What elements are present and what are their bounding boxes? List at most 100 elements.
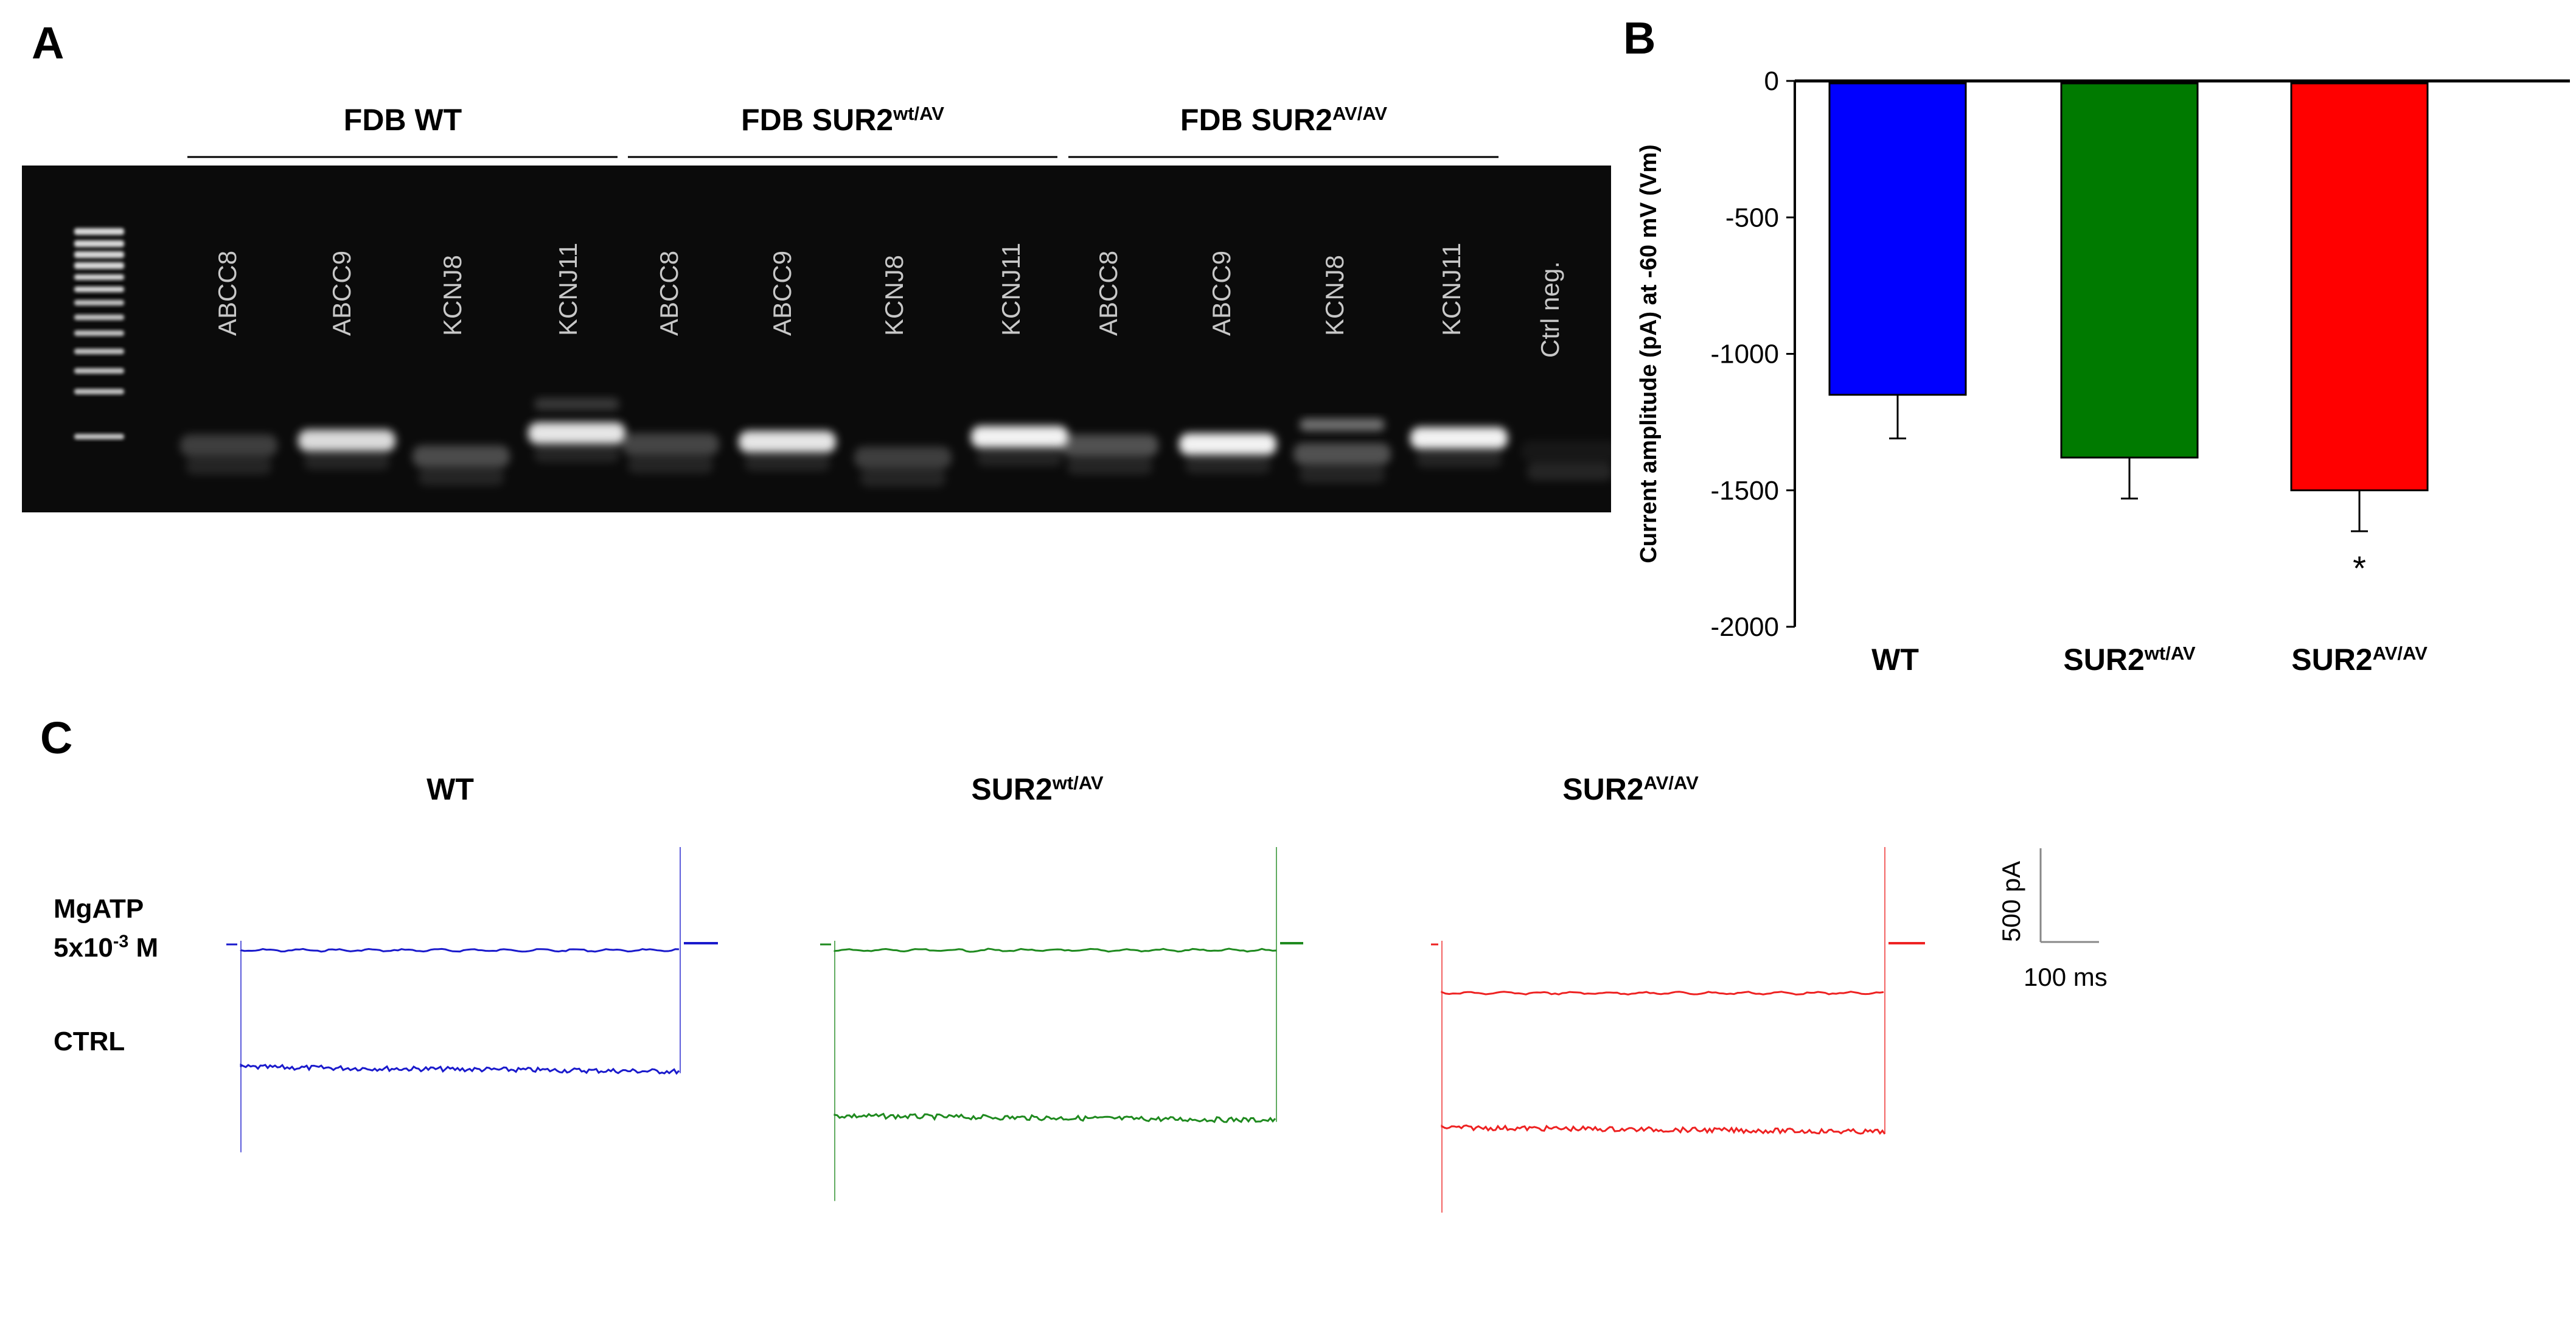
gel-band-smear (534, 444, 619, 462)
ladder-band (74, 368, 124, 374)
label-base: SUR2 (1251, 103, 1332, 137)
mgatp-label: MgATP 5x10-3 M (54, 890, 158, 968)
trace-mgatp (834, 947, 1277, 953)
ladder-band (74, 287, 124, 292)
gel-band (1521, 441, 1611, 462)
panel-b-letter: B (1623, 13, 1656, 63)
gel-band-smear (1416, 449, 1502, 467)
mgatp-line2: 5x10-3 M (54, 929, 158, 968)
label-superscript: AV/AV (2372, 642, 2428, 664)
ladder-band (74, 434, 124, 439)
y-tick-label: 0 (1764, 66, 1779, 96)
gel-band-upper (534, 398, 619, 410)
ladder-band (74, 274, 124, 280)
ladder-band (74, 228, 124, 235)
label-base: SUR2 (2063, 643, 2145, 677)
gel-band (622, 433, 719, 455)
ladder-band (74, 262, 124, 269)
gel-band (1061, 434, 1158, 456)
ctrl-label: CTRL (54, 1027, 125, 1056)
bar (2290, 82, 2429, 492)
gel-band (971, 426, 1068, 448)
gel-group-underlines (187, 156, 1499, 158)
gel-lane-label: KCNJ8 (438, 254, 467, 336)
label-superscript: AV/AV (1332, 102, 1388, 124)
mgatp-conc-unit: M (128, 932, 159, 963)
y-tick-label: -500 (1725, 203, 1779, 232)
gel-band (1293, 443, 1391, 465)
gel-band (1410, 427, 1508, 449)
gel-band (739, 431, 836, 453)
bar-category-label: SUR2AV/AV (2238, 642, 2481, 677)
current-traces (226, 847, 1925, 1213)
panel-a-letter: A (32, 18, 64, 68)
ladder-band (74, 315, 124, 320)
label-base: SUR2 (812, 103, 894, 137)
trace-mgatp (1441, 991, 1884, 996)
trace-ctrl (240, 1063, 680, 1075)
gel-band (298, 430, 395, 452)
gel-band-smear (186, 456, 271, 475)
bar-category-label: SUR2wt/AV (2008, 642, 2251, 677)
gel-lane-label: KCNJ11 (997, 242, 1025, 336)
gel-band-smear (977, 448, 1062, 466)
gel-lane-label: KCNJ11 (1437, 242, 1466, 336)
ladder-band (74, 240, 124, 247)
gel-band-smear (1185, 455, 1270, 473)
gel-lane-label: KCNJ8 (880, 254, 908, 336)
gel-band-smear (1067, 456, 1152, 475)
bar-chart: 0 -500 -1000 -1500 -2000 Current amplitude (p… (1636, 66, 2570, 642)
label-superscript: AV/AV (1643, 772, 1699, 794)
gel-group-label: FDB SUR2AV/AV (1180, 102, 1388, 137)
label-superscript: wt/AV (1052, 772, 1104, 794)
y-axis-label: Current amplitude (pA) at -60 mV (Vm) (1636, 144, 1662, 563)
trace-group (820, 847, 1303, 1201)
gel-image (22, 166, 1611, 512)
trace-group (226, 847, 718, 1153)
gel-band (413, 445, 510, 467)
bar (1828, 82, 1967, 396)
gel-lane-label: ABCC9 (1207, 250, 1236, 336)
y-tick-label: -1500 (1710, 476, 1779, 506)
mgatp-line1: MgATP (54, 894, 144, 924)
panel-c-letter: C (40, 713, 73, 763)
gel-band-smear (628, 455, 713, 473)
trace-ctrl (834, 1112, 1276, 1123)
bar-category-label: WT (1774, 642, 2017, 677)
gel-band (528, 422, 625, 444)
gel-group-label: FDB SUR2wt/AV (741, 102, 944, 137)
trace-title: WT (329, 772, 572, 807)
scale-bar-time-label: 100 ms (2024, 963, 2108, 991)
ladder-band (74, 389, 124, 394)
gel-band-smear (1300, 465, 1385, 483)
label-base: SUR2 (1562, 772, 1644, 806)
gel-lane-label: Ctrl neg. (1536, 261, 1564, 358)
label-base: WT (1871, 643, 1919, 677)
trace-title: SUR2AV/AV (1509, 772, 1752, 807)
label-base: WT (426, 772, 474, 806)
gel-lane-label: KCNJ8 (1320, 254, 1349, 336)
trace-group (1431, 847, 1925, 1213)
gel-lane-label: ABCC9 (327, 250, 356, 336)
y-tick-label: -2000 (1710, 612, 1779, 642)
ladder-band (74, 349, 124, 354)
mgatp-conc-base: 5x10 (54, 932, 113, 963)
label-superscript: wt/AV (2144, 642, 2196, 664)
label-superscript: wt/AV (893, 102, 944, 124)
gel-lane-label: ABCC8 (655, 250, 683, 336)
gel-lane-label: ABCC9 (768, 250, 796, 336)
ladder-band (74, 251, 124, 258)
gel-band-smear (304, 452, 389, 470)
gel-lane-label: KCNJ11 (554, 242, 582, 336)
gel-lane-label: ABCC8 (1094, 250, 1123, 336)
gel-band-smear (1527, 462, 1611, 481)
gel-band-smear (745, 453, 830, 471)
gel-bands (74, 228, 1611, 487)
trace-ctrl (1441, 1124, 1886, 1135)
scale-bar-current-label: 500 pA (1997, 860, 2025, 942)
y-tick-label: -1000 (1710, 340, 1779, 369)
gel-lane-label: ABCC8 (213, 250, 242, 336)
mgatp-conc-exponent: -3 (113, 932, 129, 952)
gel-band-smear (860, 469, 945, 487)
gel-band (1179, 433, 1276, 455)
